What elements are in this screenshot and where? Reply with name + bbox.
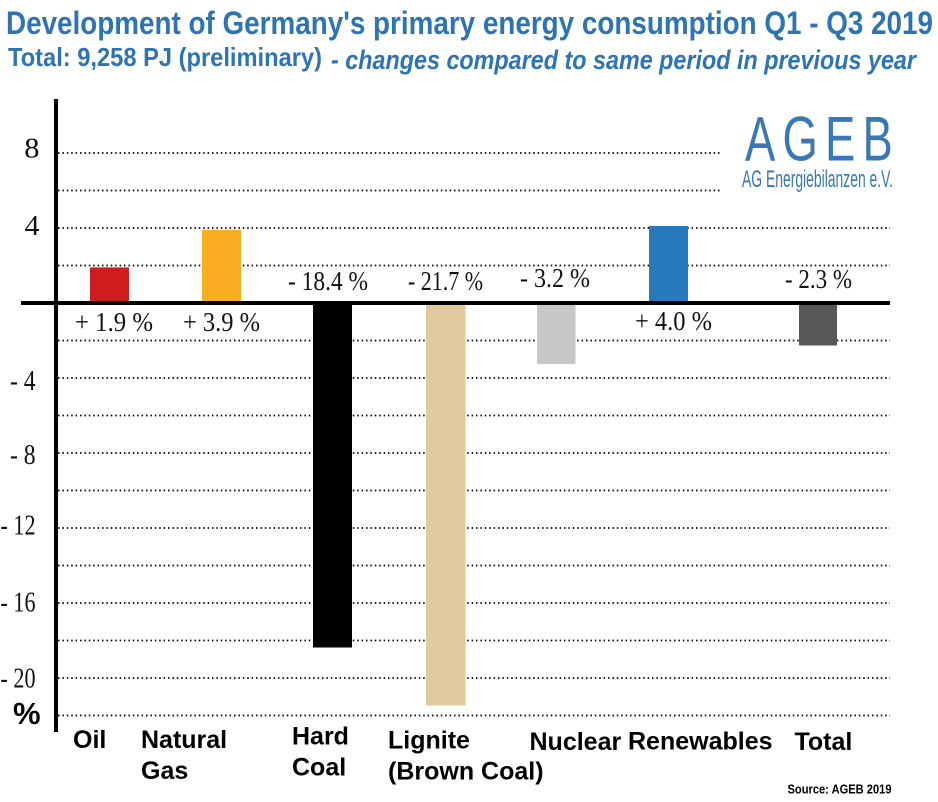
- svg-text:+ 1.9 %: + 1.9 %: [75, 307, 153, 337]
- svg-text:- 16: - 16: [1, 588, 36, 619]
- svg-text:+ 4.0 %: + 4.0 %: [635, 306, 712, 336]
- svg-text:AGEB: AGEB: [745, 105, 900, 175]
- svg-text:%: %: [13, 696, 41, 731]
- svg-text:- 20: - 20: [1, 664, 36, 695]
- svg-text:- 2.3 %: - 2.3 %: [785, 264, 852, 294]
- svg-text:- 21.7 %: - 21.7 %: [408, 266, 483, 296]
- svg-text:Total: Total: [795, 728, 853, 756]
- svg-text:- 18.4 %: - 18.4 %: [288, 266, 368, 296]
- svg-text:- changes compared to same per: - changes compared to same period in pre…: [331, 45, 917, 75]
- svg-text:8: 8: [24, 134, 39, 165]
- svg-text:4: 4: [25, 211, 40, 242]
- svg-text:(Brown Coal): (Brown Coal): [388, 758, 544, 786]
- svg-text:- 8: - 8: [10, 440, 36, 471]
- svg-text:- 4: - 4: [10, 366, 36, 397]
- svg-text:Renewables: Renewables: [628, 728, 773, 756]
- svg-text:Coal: Coal: [292, 754, 346, 782]
- svg-text:Source: AGEB 2019: Source: AGEB 2019: [788, 782, 892, 797]
- svg-text:Nuclear: Nuclear: [530, 728, 622, 756]
- svg-text:Lignite: Lignite: [388, 727, 470, 755]
- svg-text:- 3.2 %: - 3.2 %: [520, 263, 590, 293]
- svg-text:Development of Germany's prima: Development of Germany's primary energy …: [6, 5, 933, 41]
- svg-text:Total: 9,258 PJ (preliminary): Total: 9,258 PJ (preliminary): [8, 42, 322, 72]
- svg-text:Oil: Oil: [73, 726, 106, 754]
- svg-text:Hard: Hard: [292, 723, 349, 751]
- svg-text:AG Energiebilanzen e.V.: AG Energiebilanzen e.V.: [742, 166, 893, 193]
- svg-text:+ 3.9 %: + 3.9 %: [183, 307, 260, 337]
- svg-text:Natural: Natural: [141, 726, 227, 754]
- svg-text:Gas: Gas: [141, 757, 188, 785]
- svg-text:- 12: - 12: [1, 511, 36, 542]
